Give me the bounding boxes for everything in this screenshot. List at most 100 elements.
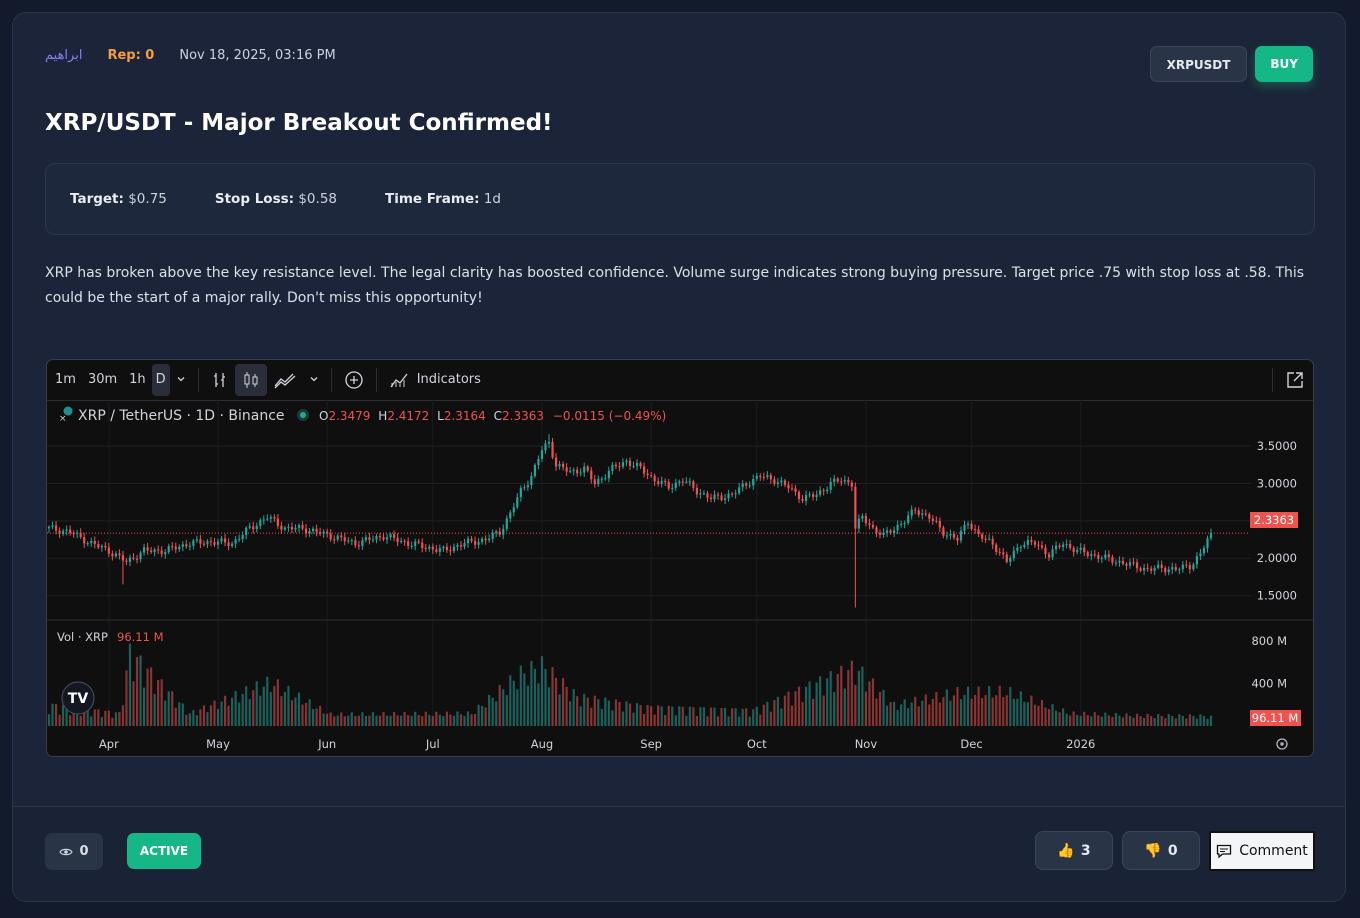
- candle-body: [241, 535, 244, 540]
- candle-body: [650, 475, 653, 477]
- candle-body: [428, 546, 431, 549]
- candle-body: [259, 520, 262, 526]
- candle-body: [1051, 549, 1054, 558]
- candle-body: [959, 530, 963, 541]
- volume-bar: [547, 687, 551, 726]
- volume-bar: [702, 707, 706, 726]
- volume-bar: [389, 715, 392, 726]
- volume-bar: [1114, 712, 1118, 726]
- volume-bar: [607, 700, 610, 726]
- candle-body: [812, 494, 815, 497]
- candle-body: [47, 526, 51, 529]
- volume-bar: [991, 697, 994, 726]
- dislike-button[interactable]: 👎 0: [1122, 831, 1200, 870]
- interval-1h[interactable]: 1h: [129, 372, 146, 387]
- candle-body: [83, 537, 86, 544]
- candle-body: [456, 545, 459, 547]
- author-name[interactable]: ابراهيم: [45, 48, 83, 63]
- volume-bar: [1033, 704, 1037, 726]
- volume-bar: [403, 711, 406, 726]
- candle-body: [1157, 564, 1160, 568]
- volume-bar: [97, 709, 100, 726]
- volume-bar: [1118, 715, 1121, 726]
- volume-bar: [840, 665, 843, 726]
- volume-bar: [956, 686, 959, 726]
- comment-button[interactable]: Comment: [1209, 831, 1315, 871]
- compare-bars-icon[interactable]: [205, 364, 235, 396]
- volume-bar: [554, 677, 558, 726]
- volume-bar: [868, 681, 871, 726]
- volume-bar: [185, 714, 188, 726]
- like-button[interactable]: 👍 3: [1035, 831, 1113, 870]
- volume-bar: [93, 709, 96, 726]
- candle-body: [762, 476, 765, 478]
- volume-bar: [1076, 714, 1079, 726]
- candle-body: [199, 539, 202, 544]
- volume-bar: [657, 705, 660, 726]
- candle-body: [657, 481, 660, 484]
- candle-body: [1160, 564, 1163, 569]
- candle-body: [671, 487, 674, 489]
- interval-30m[interactable]: 30m: [87, 372, 118, 387]
- candle-body: [107, 547, 110, 554]
- volume-bar: [417, 715, 420, 726]
- volume-bar: [1083, 711, 1086, 726]
- post-card: ابراهيم Rep: 0 Nov 18, 2025, 03:16 PM XR…: [12, 12, 1346, 902]
- volume-bar: [86, 707, 89, 726]
- volume-bar: [600, 709, 603, 726]
- settings-gear-icon: [1276, 738, 1288, 750]
- candle-body: [597, 478, 600, 485]
- volume-bar: [297, 692, 301, 726]
- candle-body: [69, 529, 72, 533]
- tradingview-widget[interactable]: 1m 30m 1h D: [46, 359, 1314, 757]
- volume-bar: [326, 713, 329, 726]
- volume-bar: [646, 704, 649, 726]
- volume-bar: [949, 700, 952, 726]
- candle-body: [484, 538, 487, 541]
- open-external-icon[interactable]: [1279, 364, 1311, 396]
- volume-bar: [1023, 701, 1026, 726]
- volume-bar: [579, 706, 582, 726]
- candle-body: [562, 463, 565, 468]
- time-tick-label: Jun: [317, 737, 336, 751]
- candle-body: [262, 519, 265, 521]
- candle-body: [407, 541, 410, 546]
- candles-icon[interactable]: [234, 364, 267, 396]
- candle-body: [625, 460, 628, 463]
- symbol-badge[interactable]: XRPUSDT: [1149, 46, 1248, 82]
- candle-body: [847, 479, 850, 483]
- volume-bar: [509, 675, 512, 726]
- add-plus-icon[interactable]: [338, 364, 370, 396]
- candle-body: [498, 531, 501, 535]
- area-chart-icon[interactable]: [267, 364, 303, 396]
- candle-body: [220, 538, 223, 542]
- candle-body: [1111, 557, 1114, 563]
- indicators-button[interactable]: Indicators: [383, 364, 487, 396]
- chart-type-chevron-icon[interactable]: [303, 373, 325, 388]
- volume-bar: [797, 686, 801, 726]
- interval-chevron-icon[interactable]: [170, 373, 192, 388]
- volume-bar: [118, 711, 121, 726]
- volume-bar: [347, 715, 350, 726]
- candle-body: [1062, 544, 1065, 548]
- interval-1m[interactable]: 1m: [55, 372, 76, 387]
- volume-bar: [1202, 715, 1206, 726]
- candle-body: [554, 457, 558, 467]
- volume-bar: [407, 715, 410, 726]
- volume-bar: [1143, 717, 1146, 726]
- candle-body: [502, 528, 505, 535]
- volume-bar: [836, 674, 839, 726]
- svg-text:96.11 M: 96.11 M: [1252, 711, 1299, 725]
- buy-badge[interactable]: BUY: [1255, 46, 1313, 82]
- volume-bar: [611, 710, 614, 726]
- candle-body: [752, 478, 755, 486]
- volume-bar: [414, 711, 417, 726]
- interval-d[interactable]: D: [151, 364, 170, 396]
- candle-body: [336, 535, 339, 540]
- volume-bar: [833, 692, 836, 726]
- candle-body: [121, 555, 125, 561]
- candle-body: [231, 543, 234, 547]
- volume-bar: [829, 671, 832, 726]
- candle-body: [1093, 554, 1096, 556]
